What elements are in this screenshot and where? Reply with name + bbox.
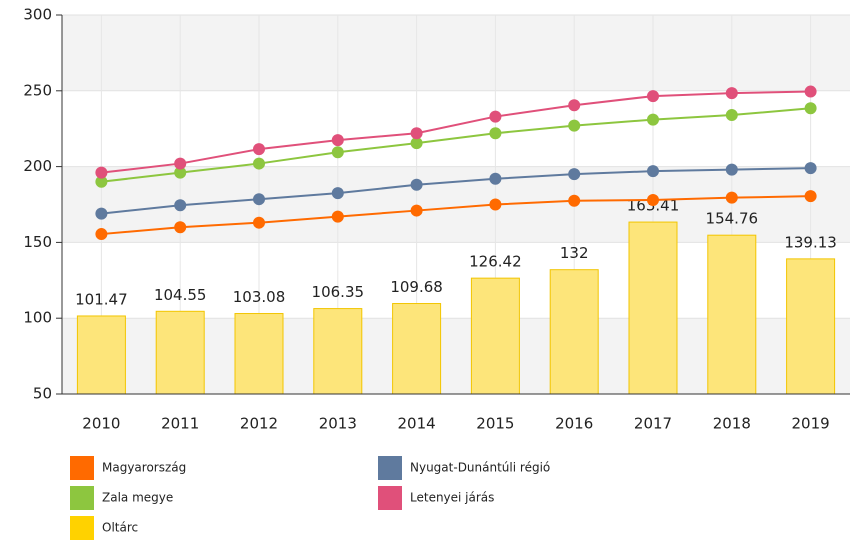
point [95, 166, 108, 179]
point [174, 221, 187, 234]
legend-label: Oltárc [102, 521, 138, 535]
point [253, 216, 265, 229]
data-label: 101.47 [75, 290, 128, 308]
point [647, 113, 659, 126]
point [725, 163, 738, 176]
point [568, 168, 581, 181]
point [804, 162, 817, 175]
point [253, 157, 265, 170]
point [489, 127, 502, 140]
x-tick-label: 2015 [476, 415, 514, 433]
bar [76, 315, 126, 395]
point [568, 99, 581, 112]
point [725, 191, 738, 204]
legend-label: Nyugat-Dunántúli régió [410, 461, 550, 475]
x-tick-label: 2010 [82, 415, 120, 433]
legend-swatch [70, 516, 94, 540]
x-tick-label: 2019 [792, 415, 830, 433]
point [410, 137, 423, 150]
bar [313, 308, 363, 395]
point [647, 165, 659, 178]
bar [549, 269, 599, 395]
y-tick-label: 50 [33, 385, 52, 403]
point [725, 87, 738, 100]
bar [628, 221, 678, 395]
y-tick-label: 100 [23, 309, 52, 327]
point [489, 198, 502, 211]
point [95, 228, 108, 241]
point [253, 143, 265, 156]
point [95, 175, 108, 188]
bar [786, 258, 836, 395]
point [95, 207, 108, 220]
x-tick-label: 2017 [634, 415, 672, 433]
y-tick-label: 200 [23, 157, 52, 175]
legend-swatch [70, 486, 94, 510]
bar [470, 277, 520, 395]
point [489, 110, 502, 123]
data-label: 126.42 [469, 253, 522, 271]
point [804, 102, 817, 115]
point [804, 85, 817, 98]
point [174, 199, 187, 212]
line [101, 107, 811, 183]
legend-swatch [70, 456, 94, 480]
line [101, 90, 811, 174]
y-tick-label: 150 [23, 233, 52, 251]
plot-band [62, 15, 850, 91]
bar [155, 310, 205, 395]
point [331, 134, 344, 147]
x-tick-label: 2011 [161, 415, 199, 433]
point [410, 178, 423, 191]
bar [234, 313, 284, 395]
x-tick-label: 2012 [240, 415, 278, 433]
point [568, 119, 581, 132]
point [489, 172, 502, 185]
data-label: 154.76 [706, 210, 759, 228]
y-tick-label: 250 [23, 81, 52, 99]
point [253, 193, 265, 206]
bar [392, 303, 442, 395]
line [101, 167, 811, 215]
x-tick-label: 2013 [319, 415, 357, 433]
x-tick-label: 2014 [398, 415, 436, 433]
point [804, 190, 817, 203]
point [174, 157, 187, 170]
legend-label: Zala megye [102, 491, 173, 505]
data-label: 139.13 [784, 233, 837, 251]
line [101, 195, 811, 236]
point [331, 210, 344, 223]
point [410, 127, 423, 140]
x-tick-label: 2016 [555, 415, 593, 433]
point [174, 166, 187, 179]
point [568, 194, 581, 207]
y-tick-label: 300 [23, 6, 52, 24]
point [331, 146, 344, 159]
point [725, 109, 738, 122]
point [331, 187, 344, 200]
data-label: 132 [560, 244, 589, 262]
x-tick-label: 2018 [713, 415, 751, 433]
data-label: 109.68 [390, 278, 443, 296]
bar [707, 234, 757, 395]
legend-label: Magyarország [102, 461, 186, 475]
point [647, 193, 659, 206]
data-label: 103.08 [233, 288, 286, 306]
data-label: 106.35 [312, 283, 365, 301]
data-label: 104.55 [154, 286, 207, 304]
point [647, 90, 659, 103]
legend-swatch [378, 456, 402, 480]
legend-label: Letenyei járás [410, 491, 494, 505]
point [410, 204, 423, 217]
legend-swatch [378, 486, 402, 510]
